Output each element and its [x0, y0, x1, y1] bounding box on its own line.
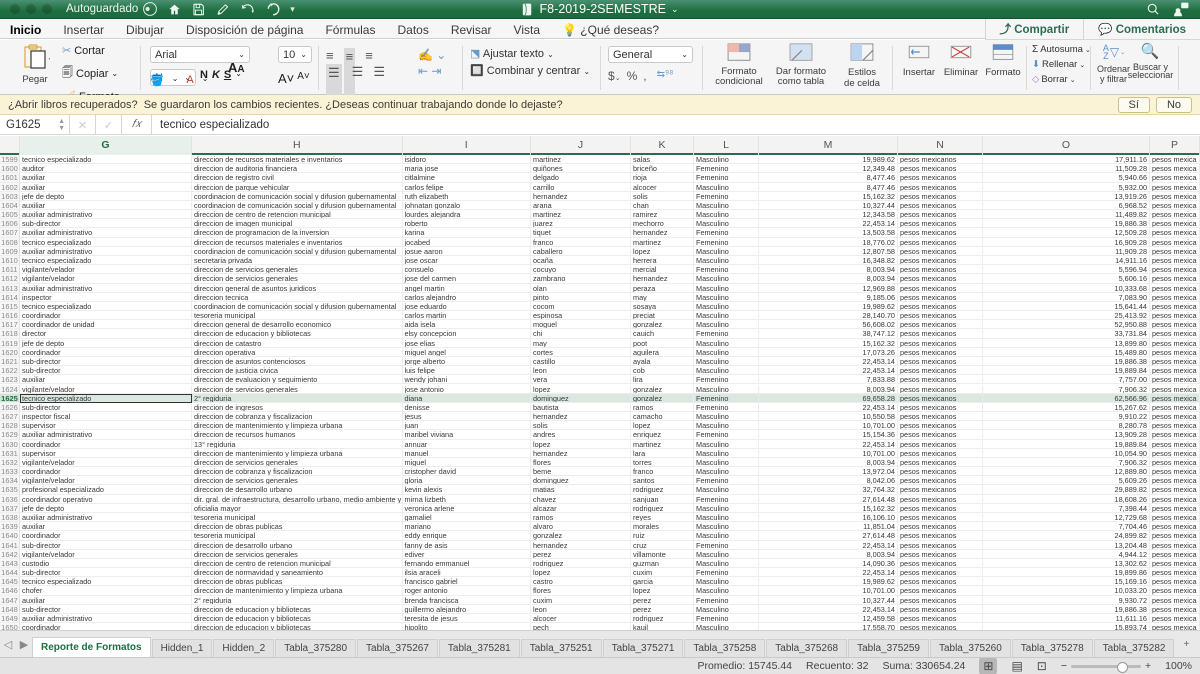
svg-text:▾: ▾: [252, 10, 255, 15]
svg-text:⌄: ⌄: [47, 53, 50, 62]
